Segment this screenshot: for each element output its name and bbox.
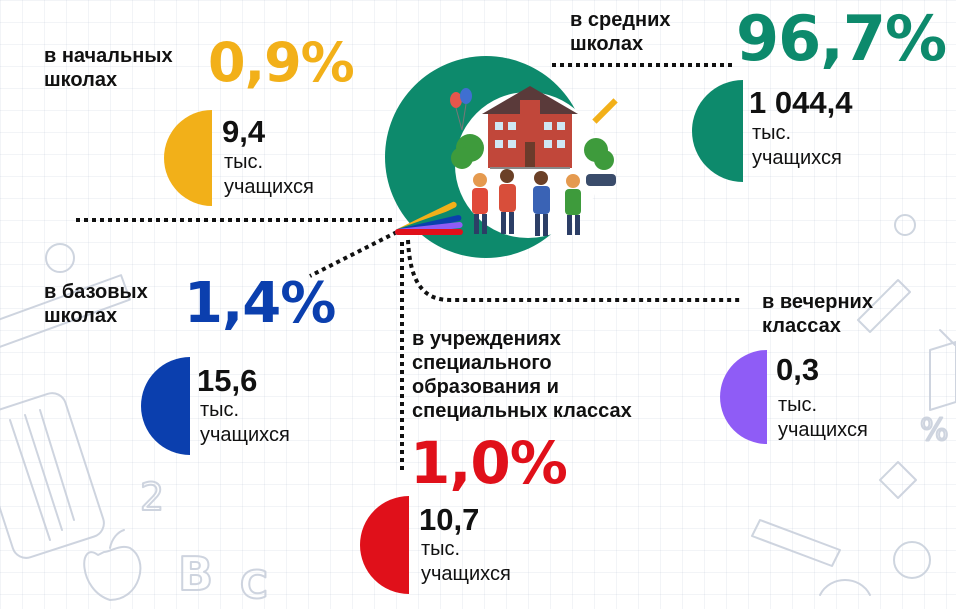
value-secondary: 1 044,4 xyxy=(749,85,853,120)
label-basic: в базовых школах xyxy=(44,281,148,327)
percent-primary: 0,9% xyxy=(208,31,355,94)
unit-special: тыс. учащихся xyxy=(421,538,511,585)
svg-text:C: C xyxy=(240,563,268,607)
pencil-icon xyxy=(592,98,618,124)
percent-secondary: 96,7% xyxy=(736,2,947,75)
value-basic: 15,6 xyxy=(197,363,258,398)
label-primary: в начальных школах xyxy=(44,45,173,91)
school-building-icon xyxy=(482,86,578,169)
svg-text:%: % xyxy=(920,413,949,448)
half-disc-evening xyxy=(720,350,767,444)
unit-primary: тыс. учащихся xyxy=(224,151,314,198)
percent-basic: 1,4% xyxy=(184,271,336,336)
svg-text:2: 2 xyxy=(140,475,164,519)
value-evening: 0,3 xyxy=(776,352,820,387)
car-icon xyxy=(586,174,616,186)
value-primary: 9,4 xyxy=(222,114,266,149)
svg-text:B: B xyxy=(178,547,213,601)
unit-secondary: тыс. учащихся xyxy=(752,122,842,169)
value-special: 10,7 xyxy=(419,502,480,537)
half-disc-special xyxy=(360,496,409,594)
label-special: в учреждениях специального образования и… xyxy=(412,328,632,422)
balloons-icon xyxy=(450,88,472,131)
half-disc-secondary xyxy=(692,80,743,182)
connector-basic xyxy=(309,230,398,278)
percent-special: 1,0% xyxy=(410,429,568,497)
label-evening: в вечерних классах xyxy=(762,291,873,337)
half-disc-basic xyxy=(141,357,190,455)
unit-basic: тыс. учащихся xyxy=(200,399,290,446)
ray-fan xyxy=(395,201,463,235)
children-icon xyxy=(472,169,581,236)
tree-icon xyxy=(451,134,614,170)
unit-evening: тыс. учащихся xyxy=(778,394,868,441)
half-disc-primary xyxy=(164,110,212,206)
connector-evening xyxy=(406,239,740,302)
label-secondary: в средних школах xyxy=(570,9,671,55)
